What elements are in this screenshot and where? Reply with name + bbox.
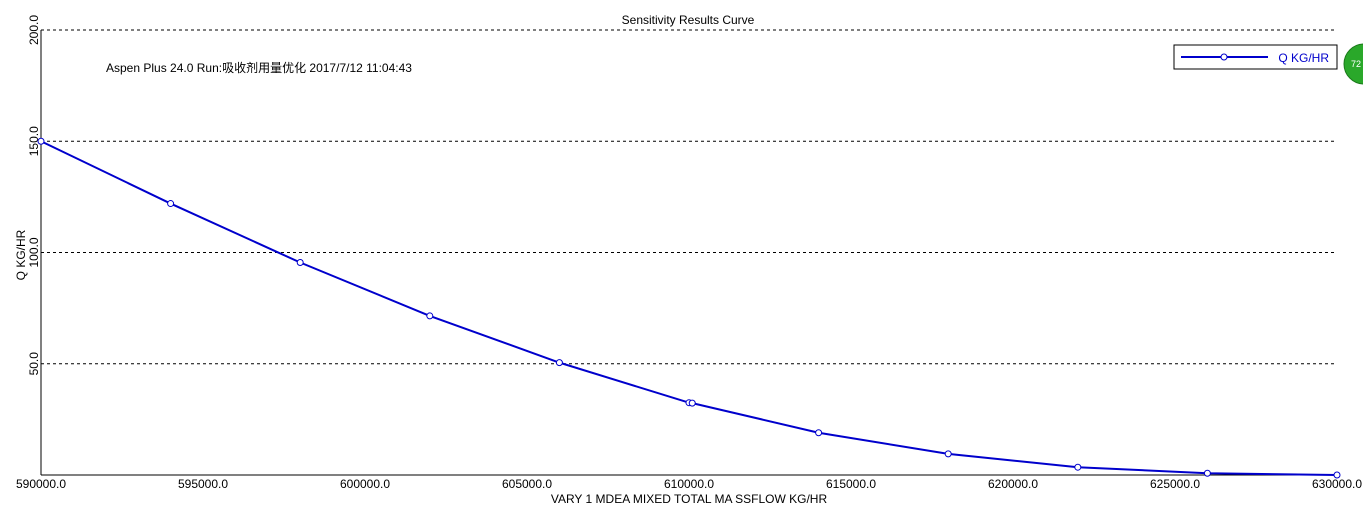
data-point[interactable]: [167, 200, 175, 208]
run-annotation: Aspen Plus 24.0 Run:吸收剂用量优化 2017/7/12 11…: [106, 60, 412, 75]
x-tick-labels: 590000.0 595000.0 600000.0 605000.0 610000.0…: [16, 477, 1362, 491]
legend-marker: [1220, 53, 1228, 61]
x-tick-label: 625000.0: [1150, 477, 1200, 491]
status-badge-circle: [1343, 43, 1363, 85]
data-point[interactable]: [815, 429, 823, 437]
data-point[interactable]: [1074, 463, 1082, 471]
data-point[interactable]: [426, 312, 434, 320]
x-tick-label: 620000.0: [988, 477, 1038, 491]
y-tick-label: 150.0: [27, 126, 41, 156]
gridlines: [41, 29, 1337, 365]
data-point[interactable]: [37, 137, 45, 145]
x-tick-label: 600000.0: [340, 477, 390, 491]
data-point[interactable]: [1203, 469, 1211, 477]
y-tick-label: 100.0: [27, 237, 41, 267]
chart-title: Sensitivity Results Curve: [622, 13, 755, 27]
y-tick-label: 50.0: [27, 352, 41, 376]
legend[interactable]: Q KG/HR: [1173, 44, 1338, 70]
status-badge-text: 72: [1351, 59, 1361, 69]
x-tick-label: 630000.0: [1312, 477, 1362, 491]
x-axis-title: VARY 1 MDEA MIXED TOTAL MA SSFLOW KG/HR: [551, 492, 828, 506]
status-badge[interactable]: 72: [1343, 43, 1363, 85]
x-tick-label: 610000.0: [664, 477, 714, 491]
data-point[interactable]: [688, 399, 696, 407]
x-tick-label: 595000.0: [178, 477, 228, 491]
y-axis-title: Q KG/HR: [14, 229, 28, 280]
y-tick-labels: 50.0 100.0 150.0 200.0: [27, 15, 41, 376]
series-layer: [37, 137, 1341, 479]
data-point[interactable]: [296, 259, 304, 267]
y-tick-label: 200.0: [27, 15, 41, 45]
data-point[interactable]: [555, 359, 563, 367]
x-tick-label: 590000.0: [16, 477, 66, 491]
legend-label: Q KG/HR: [1278, 51, 1329, 65]
x-tick-label: 605000.0: [502, 477, 552, 491]
x-tick-label: 615000.0: [826, 477, 876, 491]
data-point[interactable]: [944, 450, 952, 458]
data-point[interactable]: [1333, 471, 1341, 479]
